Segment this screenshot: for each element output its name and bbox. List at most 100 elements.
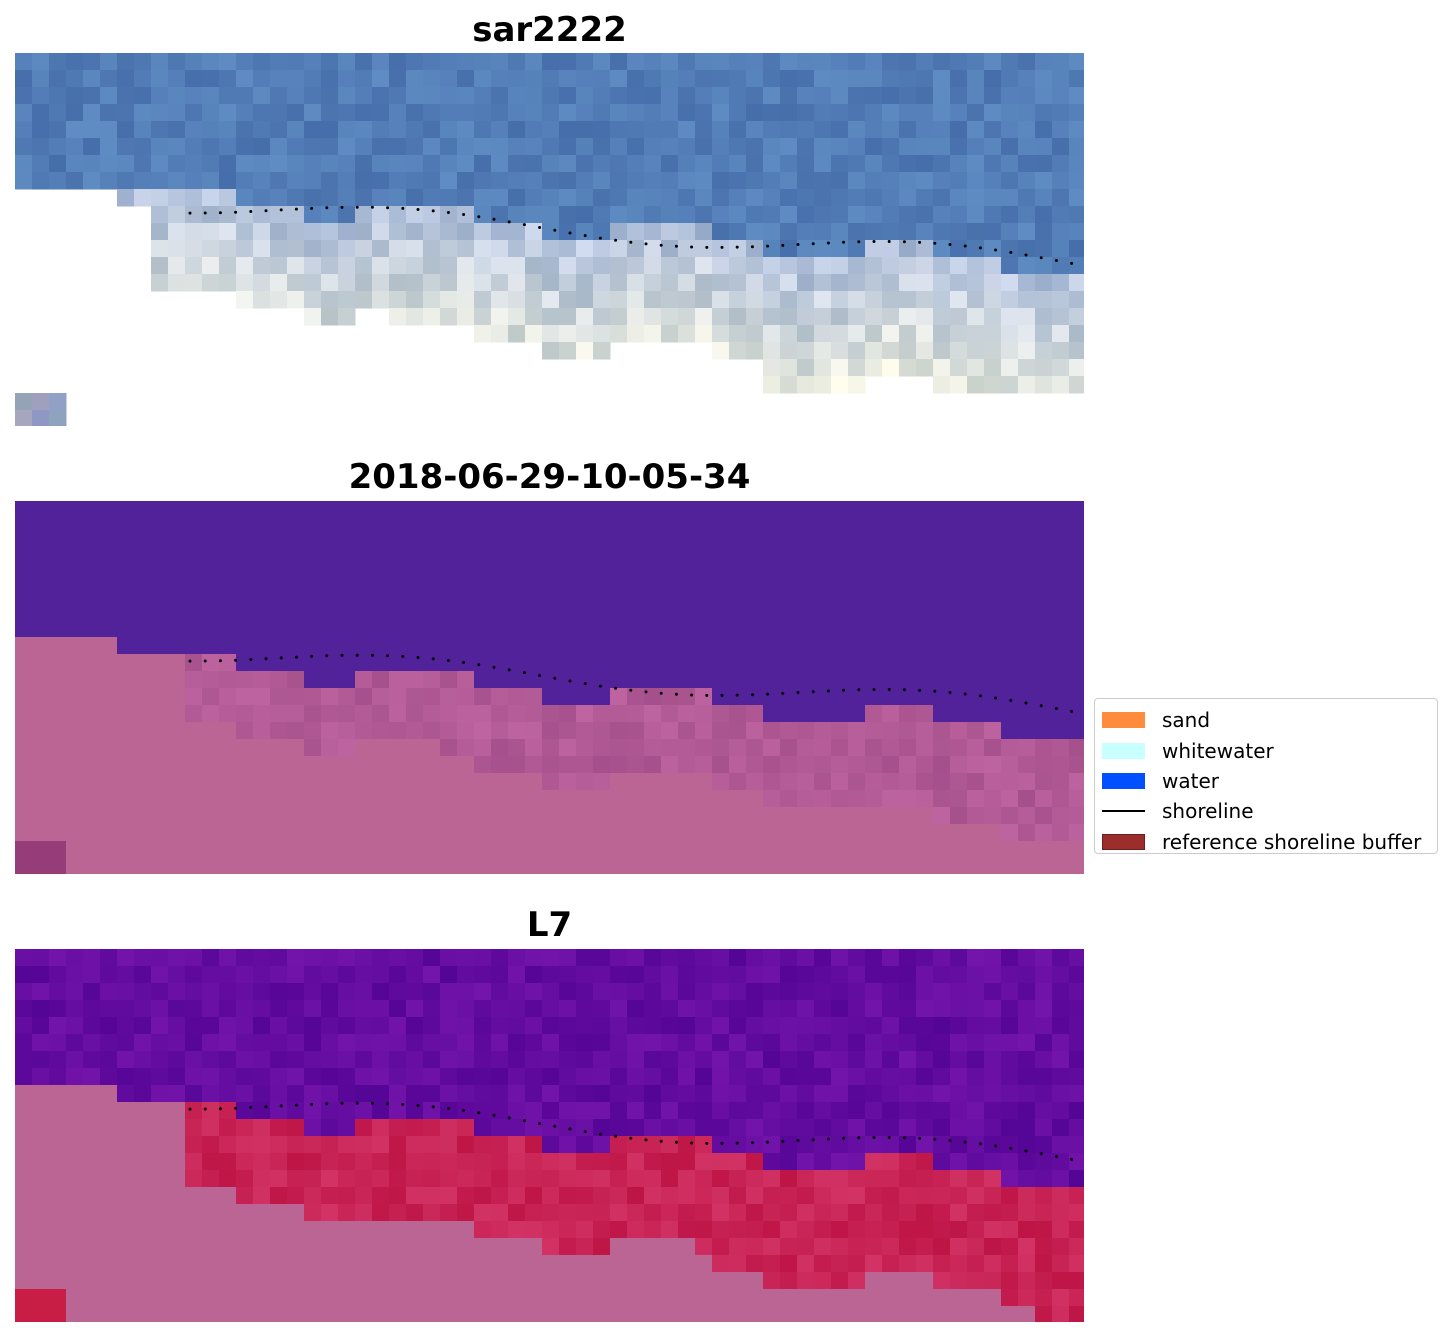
pixel [950, 342, 968, 360]
pixel [678, 291, 696, 309]
pixel [1018, 1102, 1036, 1120]
pixel [15, 1187, 33, 1205]
pixel [253, 949, 271, 967]
pixel [967, 1017, 985, 1035]
pixel [1018, 1000, 1036, 1018]
pixel [610, 671, 628, 689]
reference-buffer-swatch [1102, 833, 1145, 850]
pixel [780, 1272, 798, 1290]
pixel [1035, 501, 1053, 519]
pixel [644, 535, 662, 553]
pixel [15, 104, 33, 122]
pixel [542, 1153, 560, 1171]
pixel [406, 1034, 424, 1052]
pixel [797, 603, 815, 621]
pixel [542, 705, 560, 723]
pixel [508, 308, 526, 326]
pixel [321, 1204, 339, 1222]
pixel [49, 393, 67, 411]
pixel [678, 841, 696, 859]
pixel [882, 1068, 900, 1086]
pixel [151, 552, 169, 570]
pixel [236, 824, 254, 842]
pixel [202, 1051, 220, 1069]
pixel [219, 155, 237, 173]
pixel [1052, 308, 1070, 326]
pixel [542, 325, 560, 343]
pixel [236, 637, 254, 655]
pixel [542, 1204, 560, 1222]
pixel [304, 983, 322, 1001]
pixel [100, 1255, 118, 1273]
pixel [15, 966, 33, 984]
pixel [236, 569, 254, 587]
pixel [389, 824, 407, 842]
pixel [49, 841, 67, 859]
pixel [814, 291, 832, 309]
pixel [32, 1289, 50, 1307]
pixel [831, 688, 849, 706]
pixel [610, 1187, 628, 1205]
pixel [831, 807, 849, 825]
pixel [440, 1255, 458, 1273]
pixel [83, 1306, 101, 1322]
pixel [967, 949, 985, 967]
pixel [151, 722, 169, 740]
pixel [321, 308, 339, 326]
pixel [627, 739, 645, 757]
pixel [406, 949, 424, 967]
pixel [865, 518, 883, 536]
pixel [270, 949, 288, 967]
pixel [168, 274, 186, 292]
pixel [1018, 1306, 1036, 1322]
pixel [695, 1017, 713, 1035]
pixel [287, 1272, 305, 1290]
pixel [151, 983, 169, 1001]
pixel [1001, 1136, 1019, 1154]
pixel [627, 1102, 645, 1120]
pixel [678, 535, 696, 553]
pixel [202, 983, 220, 1001]
pixel [202, 1255, 220, 1273]
pixel [984, 790, 1002, 808]
pixel [304, 1170, 322, 1188]
pixel [729, 1170, 747, 1188]
shoreline-point [1039, 256, 1043, 260]
pixel [797, 1034, 815, 1052]
pixel [338, 1068, 356, 1086]
pixel [389, 121, 407, 139]
pixel [576, 1238, 594, 1256]
pixel [202, 1289, 220, 1307]
pixel [168, 841, 186, 859]
pixel [865, 1051, 883, 1069]
pixel [661, 756, 679, 774]
pixel [882, 172, 900, 190]
pixel [372, 1170, 390, 1188]
pixel [984, 342, 1002, 360]
classified-image [15, 501, 1084, 874]
pixel [474, 257, 492, 275]
pixel [236, 1034, 254, 1052]
pixel [678, 87, 696, 105]
pixel [304, 739, 322, 757]
pixel [746, 1306, 764, 1322]
pixel [117, 739, 135, 757]
pixel [236, 722, 254, 740]
pixel [236, 1102, 254, 1120]
pixel [474, 824, 492, 842]
pixel [610, 552, 628, 570]
pixel [644, 121, 662, 139]
pixel [32, 535, 50, 553]
pixel [134, 620, 152, 638]
pixel [916, 620, 934, 638]
pixel [763, 240, 781, 258]
pixel [236, 688, 254, 706]
pixel [1018, 1204, 1036, 1222]
pixel [950, 518, 968, 536]
pixel [15, 790, 33, 808]
pixel [66, 671, 84, 689]
pixel [763, 172, 781, 190]
pixel [270, 1017, 288, 1035]
pixel [763, 257, 781, 275]
pixel [950, 671, 968, 689]
